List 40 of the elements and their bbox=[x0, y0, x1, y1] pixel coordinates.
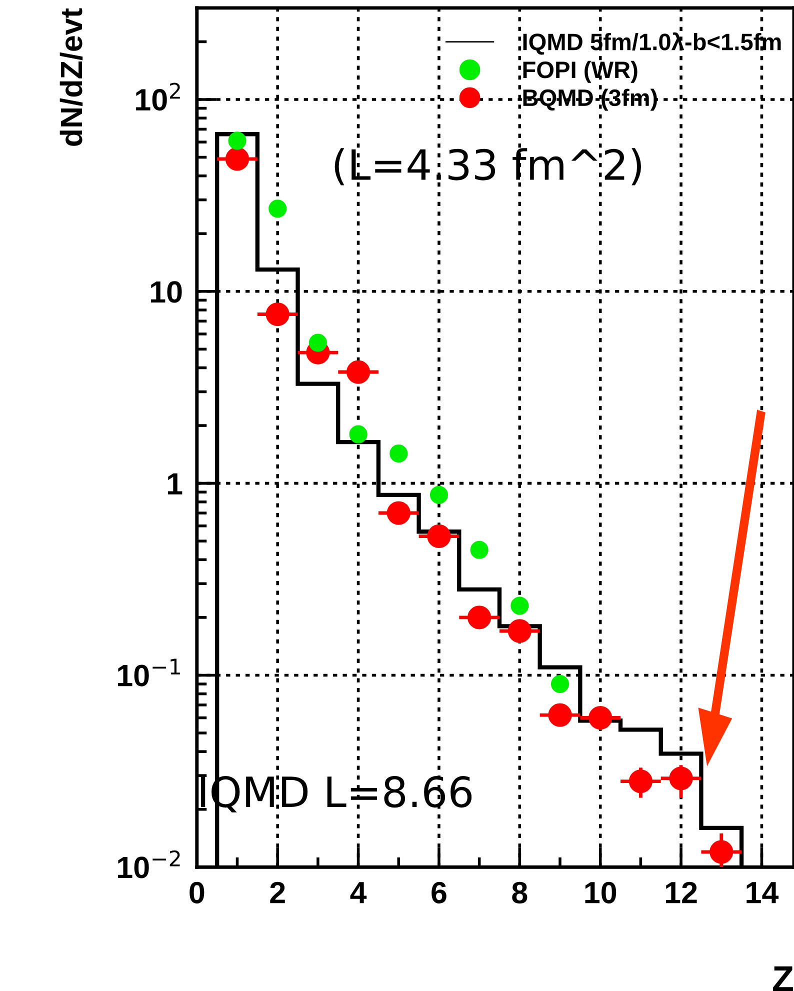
x-tick-label: 2 bbox=[270, 882, 285, 904]
point bbox=[308, 334, 327, 352]
y-tick-label: 10$^{2}$ bbox=[136, 82, 180, 111]
point bbox=[268, 200, 287, 218]
y-tick-label: 10$^{−2}$ bbox=[118, 850, 180, 878]
x-axis-title: Z bbox=[773, 966, 793, 991]
legend-label: FOPI (WR) bbox=[523, 60, 638, 83]
point bbox=[508, 619, 532, 643]
point bbox=[710, 840, 734, 864]
point bbox=[588, 706, 612, 730]
point bbox=[628, 770, 652, 794]
legend-label: IQMD 5fm/1.0λ-b<1.5fm bbox=[523, 32, 781, 55]
point bbox=[468, 606, 492, 630]
point bbox=[225, 147, 250, 171]
y-axis-title: dN/dZ/evt bbox=[60, 8, 83, 146]
x-tick-label: 14 bbox=[746, 882, 779, 904]
point bbox=[390, 444, 408, 463]
point bbox=[349, 425, 368, 444]
y-tick-label: 1 bbox=[168, 473, 182, 494]
point bbox=[266, 302, 290, 326]
point bbox=[548, 703, 572, 727]
x-tick-label: 12 bbox=[666, 882, 697, 904]
y-tick-label: 10 bbox=[150, 281, 182, 303]
point bbox=[346, 360, 370, 384]
point bbox=[550, 674, 570, 694]
annotation: (L=4.33 fm^2) bbox=[334, 148, 642, 186]
point bbox=[386, 501, 410, 525]
x-tick-label: 8 bbox=[512, 882, 528, 904]
point bbox=[228, 132, 246, 150]
legend-label: BQMD (3fm) bbox=[523, 88, 657, 111]
x-tick-label: 0 bbox=[190, 882, 204, 904]
y-tick-label: 10$^{−1}$ bbox=[118, 658, 180, 686]
point bbox=[430, 486, 448, 504]
x-tick-label: 6 bbox=[432, 882, 446, 904]
point bbox=[510, 596, 529, 615]
point bbox=[470, 540, 488, 559]
x-tick-label: 10 bbox=[585, 882, 616, 904]
point bbox=[427, 524, 451, 548]
x-tick-label: 4 bbox=[350, 882, 367, 904]
point bbox=[669, 766, 693, 790]
